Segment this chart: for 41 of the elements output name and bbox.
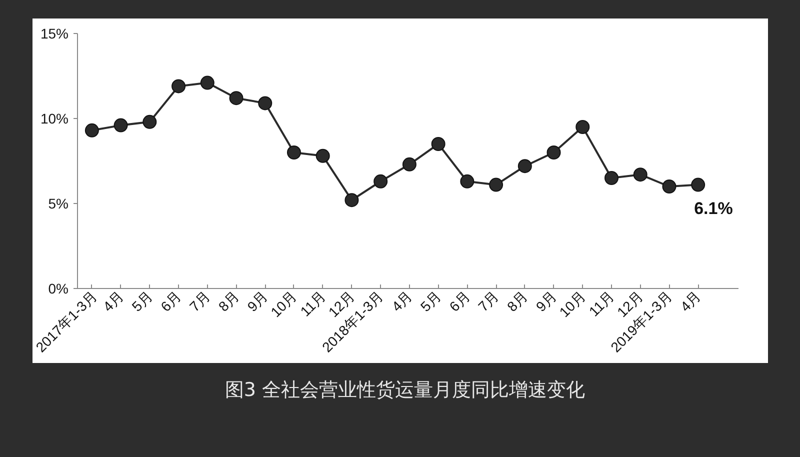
- point: [402, 157, 416, 172]
- point: [691, 178, 706, 192]
- point: [84, 123, 99, 138]
- y-tick-label: 10%: [40, 110, 69, 126]
- point: [229, 91, 244, 106]
- point: [258, 96, 272, 110]
- point: [344, 193, 359, 208]
- point: [662, 180, 676, 194]
- point: [286, 146, 301, 160]
- text: 图3 全社会营业性货运量月度同比增速变化: [224, 378, 586, 403]
- y-tick-label: 15%: [40, 26, 69, 42]
- point: [142, 114, 157, 129]
- point: [518, 159, 532, 174]
- point: [374, 174, 388, 188]
- x-tick-label: 5月: [128, 288, 156, 315]
- point: [114, 118, 128, 132]
- point: [172, 79, 186, 94]
- point: [604, 171, 618, 185]
- x-tick-label: 7月: [186, 288, 214, 315]
- point: [489, 178, 504, 192]
- x-tick-label: 11月: [586, 288, 618, 320]
- point: [431, 137, 446, 151]
- x-tick-label: 11月: [297, 288, 329, 320]
- x-tick-label: 4月: [677, 288, 704, 315]
- y-tick-label: 0%: [48, 280, 68, 296]
- data-label: 6.1%: [694, 198, 733, 218]
- point: [460, 174, 474, 188]
- x-tick-label: 4月: [100, 288, 126, 315]
- x-tick-label: 6月: [157, 288, 184, 315]
- point: [576, 120, 590, 134]
- x-tick-label: 8月: [504, 288, 531, 315]
- x-tick-label: 5月: [417, 288, 444, 315]
- x-tick-label: 6月: [446, 288, 473, 315]
- x-tick-label: 8月: [215, 288, 242, 315]
- x-tick-label: 4月: [388, 288, 416, 315]
- point: [546, 146, 561, 160]
- point: [200, 76, 214, 90]
- y-tick-label: 5%: [48, 196, 68, 212]
- x-tick-label: 7月: [474, 288, 502, 315]
- point: [316, 148, 330, 163]
- point: [633, 168, 648, 182]
